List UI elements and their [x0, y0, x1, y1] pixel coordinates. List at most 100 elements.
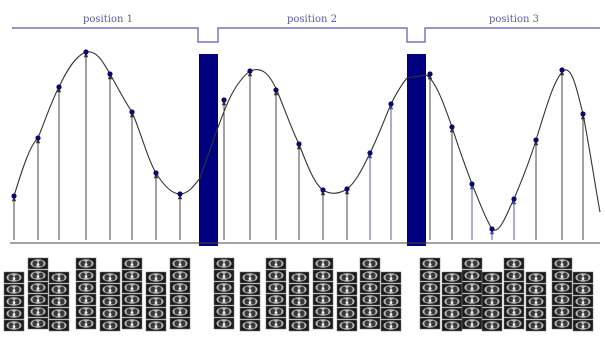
ct-slice-icon	[312, 317, 334, 330]
sample-point	[273, 87, 279, 93]
ct-slice-icon	[336, 295, 358, 308]
ct-slice-icon	[461, 257, 483, 270]
sample-point	[449, 124, 455, 130]
ct-slice-icon	[99, 283, 121, 296]
ct-slice-icon	[551, 293, 573, 306]
ct-slice-icon	[359, 281, 381, 294]
position-1-label: position 1	[83, 14, 133, 25]
sample-point	[533, 137, 539, 143]
ct-slice-icon	[265, 293, 287, 306]
ct-slice-icon	[380, 283, 402, 296]
ct-slice-icon	[551, 281, 573, 294]
sample-point	[56, 84, 62, 90]
ct-slice-icon	[503, 293, 525, 306]
ct-slice-icon	[461, 305, 483, 318]
sample-point	[320, 187, 326, 193]
ct-slice-stack-icon	[48, 271, 70, 332]
ct-slice-icon	[312, 257, 334, 270]
ct-slice-icon	[419, 257, 441, 270]
ct-slice-stack-icon	[121, 257, 143, 330]
ct-slice-icon	[213, 257, 235, 270]
ct-slice-icon	[551, 257, 573, 270]
sample-point	[129, 109, 135, 115]
ct-slice-stack-icon	[551, 257, 573, 330]
ct-slice-icon	[213, 293, 235, 306]
ct-slice-icon	[27, 317, 49, 330]
sample-point	[580, 111, 586, 117]
ct-slice-icon	[380, 295, 402, 308]
ct-slice-stack-icon	[288, 271, 310, 332]
ct-slice-icon	[145, 319, 167, 332]
sample-point	[489, 226, 495, 232]
ct-slice-icon	[481, 271, 503, 284]
ct-slice-icon	[27, 281, 49, 294]
sample-point	[559, 67, 565, 73]
ct-slice-icon	[288, 271, 310, 284]
ct-slice-icon	[75, 281, 97, 294]
ct-slice-stack-icon	[239, 271, 261, 332]
ct-slice-icon	[312, 281, 334, 294]
ct-slice-icon	[27, 257, 49, 270]
ct-slice-icon	[336, 271, 358, 284]
ct-slice-icon	[525, 295, 547, 308]
ct-slice-icon	[27, 293, 49, 306]
ct-slice-stack-icon	[99, 271, 121, 332]
ct-slice-stack-icon	[572, 271, 594, 332]
ct-slice-icon	[481, 283, 503, 296]
ct-slice-stack-icon	[481, 271, 503, 332]
ct-slice-icon	[99, 319, 121, 332]
ct-slice-icon	[481, 319, 503, 332]
ct-slice-icon	[213, 269, 235, 282]
sample-point	[427, 71, 433, 77]
ct-slice-icon	[169, 293, 191, 306]
ct-slice-stack-icon	[265, 257, 287, 330]
ct-slice-stack-icon	[145, 271, 167, 332]
ct-slice-icon	[121, 281, 143, 294]
ct-slice-icon	[380, 271, 402, 284]
ct-slice-icon	[551, 317, 573, 330]
ct-slice-icon	[169, 317, 191, 330]
ct-slice-icon	[312, 269, 334, 282]
ct-slice-icon	[461, 269, 483, 282]
position-3-label: position 3	[489, 14, 539, 25]
ct-slice-icon	[461, 317, 483, 330]
ct-slice-icon	[75, 269, 97, 282]
ct-slice-icon	[380, 307, 402, 320]
ct-slice-icon	[503, 281, 525, 294]
ct-slice-stack-icon	[419, 257, 441, 330]
ct-slice-icon	[48, 295, 70, 308]
ct-slice-icon	[288, 283, 310, 296]
ct-slice-icon	[121, 293, 143, 306]
ct-slice-icon	[169, 281, 191, 294]
ct-slice-stack-icon	[441, 271, 463, 332]
ct-slice-icon	[121, 269, 143, 282]
sample-point	[469, 181, 475, 187]
ct-slice-icon	[48, 307, 70, 320]
ct-slice-icon	[419, 293, 441, 306]
ct-slice-icon	[503, 317, 525, 330]
ct-slice-stack-icon	[380, 271, 402, 332]
ct-slice-stack-icon	[525, 271, 547, 332]
ct-slice-icon	[27, 269, 49, 282]
sample-point	[296, 141, 302, 147]
ct-slice-icon	[336, 319, 358, 332]
ct-slice-icon	[503, 257, 525, 270]
ct-slice-icon	[99, 295, 121, 308]
sample-point	[367, 150, 373, 156]
ct-slice-icon	[380, 319, 402, 332]
ct-slice-icon	[525, 283, 547, 296]
ct-slice-icon	[3, 307, 25, 320]
ct-slice-icon	[3, 319, 25, 332]
ct-slice-icon	[265, 305, 287, 318]
ct-slice-icon	[75, 317, 97, 330]
ct-slice-icon	[572, 271, 594, 284]
ct-slice-icon	[461, 281, 483, 294]
table-move-bar-1	[199, 54, 218, 246]
ct-slice-icon	[312, 305, 334, 318]
ct-slice-icon	[75, 293, 97, 306]
ct-slice-icon	[48, 283, 70, 296]
ct-slice-icon	[239, 283, 261, 296]
ct-slice-icon	[169, 257, 191, 270]
ct-slice-stack-icon	[503, 257, 525, 330]
